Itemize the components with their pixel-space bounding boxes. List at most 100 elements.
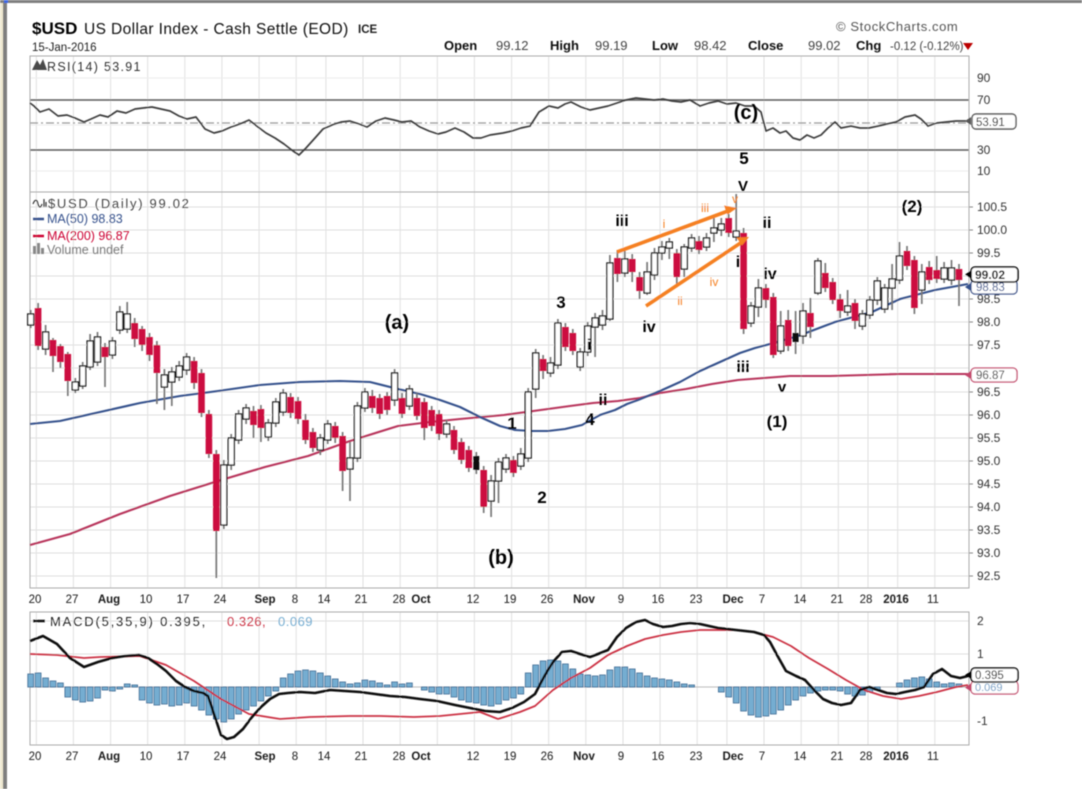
svg-text:Dec: Dec	[722, 594, 744, 606]
svg-text:28: 28	[393, 751, 406, 763]
svg-text:28: 28	[393, 594, 406, 606]
svg-text:iii: iii	[701, 201, 709, 215]
svg-text:i: i	[587, 337, 591, 354]
svg-text:97.5: 97.5	[977, 338, 1001, 352]
svg-text:28: 28	[860, 594, 873, 606]
svg-text:Volume undef: Volume undef	[47, 243, 124, 257]
svg-text:iv: iv	[710, 275, 719, 289]
svg-text:V: V	[738, 178, 748, 195]
svg-text:0.395: 0.395	[975, 670, 1004, 682]
svg-text:90: 90	[977, 71, 991, 85]
svg-text:98.5: 98.5	[977, 292, 1001, 306]
svg-text:7: 7	[759, 594, 765, 606]
svg-text:v: v	[778, 379, 787, 396]
svg-text:(2): (2)	[902, 197, 923, 216]
svg-text:11: 11	[927, 594, 939, 606]
svg-text:98.0: 98.0	[977, 315, 1001, 329]
svg-text:7: 7	[759, 751, 765, 763]
svg-text:53.91: 53.91	[976, 117, 1005, 129]
svg-text:99.12: 99.12	[496, 38, 529, 53]
svg-text:5: 5	[739, 149, 748, 168]
svg-text:23: 23	[690, 751, 703, 763]
svg-text:2016: 2016	[883, 751, 909, 763]
svg-text:(1): (1)	[767, 412, 788, 431]
svg-text:11: 11	[927, 751, 939, 763]
svg-text:100.5: 100.5	[977, 200, 1007, 214]
svg-text:ii: ii	[677, 294, 682, 308]
svg-text:24: 24	[214, 594, 227, 606]
svg-text:Nov: Nov	[573, 751, 595, 763]
svg-text:27: 27	[66, 594, 79, 606]
svg-text:17: 17	[177, 594, 190, 606]
svg-text:21: 21	[831, 594, 844, 606]
svg-text:-1: -1	[977, 714, 988, 728]
svg-text:95.5: 95.5	[977, 431, 1001, 445]
svg-text:96.87: 96.87	[976, 370, 1005, 382]
svg-text:70: 70	[977, 93, 991, 107]
svg-text:Low: Low	[652, 38, 679, 53]
svg-text:2016: 2016	[883, 594, 909, 606]
svg-text:MA(50) 98.83: MA(50) 98.83	[47, 212, 123, 226]
svg-text:Oct: Oct	[411, 751, 430, 763]
svg-text:i: i	[736, 254, 740, 271]
svg-text:30: 30	[977, 143, 991, 157]
svg-text:12: 12	[467, 751, 480, 763]
svg-text:12: 12	[467, 594, 480, 606]
svg-text:MA(200) 96.87: MA(200) 96.87	[47, 229, 130, 243]
svg-text:High: High	[550, 38, 579, 53]
svg-text:9: 9	[618, 594, 624, 606]
svg-text:96.0: 96.0	[977, 408, 1001, 422]
svg-text:9: 9	[618, 751, 624, 763]
svg-text:99.02: 99.02	[808, 38, 841, 53]
svg-text:Aug: Aug	[98, 751, 120, 763]
svg-text:17: 17	[177, 751, 190, 763]
svg-text:14: 14	[318, 594, 331, 606]
svg-text:26: 26	[541, 751, 554, 763]
svg-text:3: 3	[556, 293, 565, 312]
svg-text:Open: Open	[444, 38, 477, 53]
svg-text:20: 20	[29, 594, 42, 606]
svg-text:iii: iii	[615, 213, 628, 230]
svg-text:(b): (b)	[488, 547, 514, 569]
svg-text:14: 14	[318, 751, 331, 763]
svg-text:92.5: 92.5	[977, 569, 1001, 583]
svg-text:28: 28	[860, 751, 873, 763]
svg-text:14: 14	[794, 751, 807, 763]
svg-text:0.069: 0.069	[278, 614, 313, 629]
svg-text:Chg: Chg	[856, 38, 881, 53]
svg-text:19: 19	[504, 594, 517, 606]
svg-text:2: 2	[977, 614, 984, 628]
svg-text:23: 23	[690, 594, 703, 606]
svg-text:16: 16	[652, 751, 665, 763]
svg-text:Sep: Sep	[254, 751, 275, 763]
svg-text:27: 27	[66, 751, 79, 763]
svg-text:8: 8	[292, 751, 298, 763]
svg-text:0.069: 0.069	[975, 682, 1003, 694]
svg-text:19: 19	[504, 751, 517, 763]
svg-text:$USD (Daily) 99.02: $USD (Daily) 99.02	[48, 196, 191, 211]
svg-text:21: 21	[831, 751, 844, 763]
svg-text:99.19: 99.19	[595, 38, 628, 53]
svg-text:26: 26	[541, 594, 554, 606]
svg-text:iv: iv	[642, 319, 655, 336]
svg-text:20: 20	[29, 751, 42, 763]
svg-text:ii: ii	[599, 392, 608, 409]
svg-text:1: 1	[507, 414, 516, 433]
svg-text:ICE: ICE	[358, 24, 378, 36]
svg-text:Aug: Aug	[98, 594, 120, 606]
svg-text:2: 2	[537, 488, 546, 507]
svg-text:10: 10	[140, 594, 153, 606]
svg-text:iii: iii	[736, 359, 749, 376]
svg-text:94.5: 94.5	[977, 477, 1001, 491]
svg-text:MACD(5,35,9) 0.395,: MACD(5,35,9) 0.395,	[50, 614, 207, 629]
svg-text:16: 16	[652, 594, 665, 606]
svg-text:14: 14	[794, 594, 807, 606]
svg-text:Sep: Sep	[254, 594, 275, 606]
svg-text:i: i	[663, 217, 666, 231]
svg-text:96.5: 96.5	[977, 385, 1001, 399]
svg-text:Nov: Nov	[573, 594, 595, 606]
svg-text:1: 1	[977, 647, 984, 661]
svg-text:-0.12 (-0.12%): -0.12 (-0.12%)	[890, 41, 964, 53]
svg-text:v: v	[732, 192, 738, 206]
svg-text:100.0: 100.0	[977, 223, 1007, 237]
